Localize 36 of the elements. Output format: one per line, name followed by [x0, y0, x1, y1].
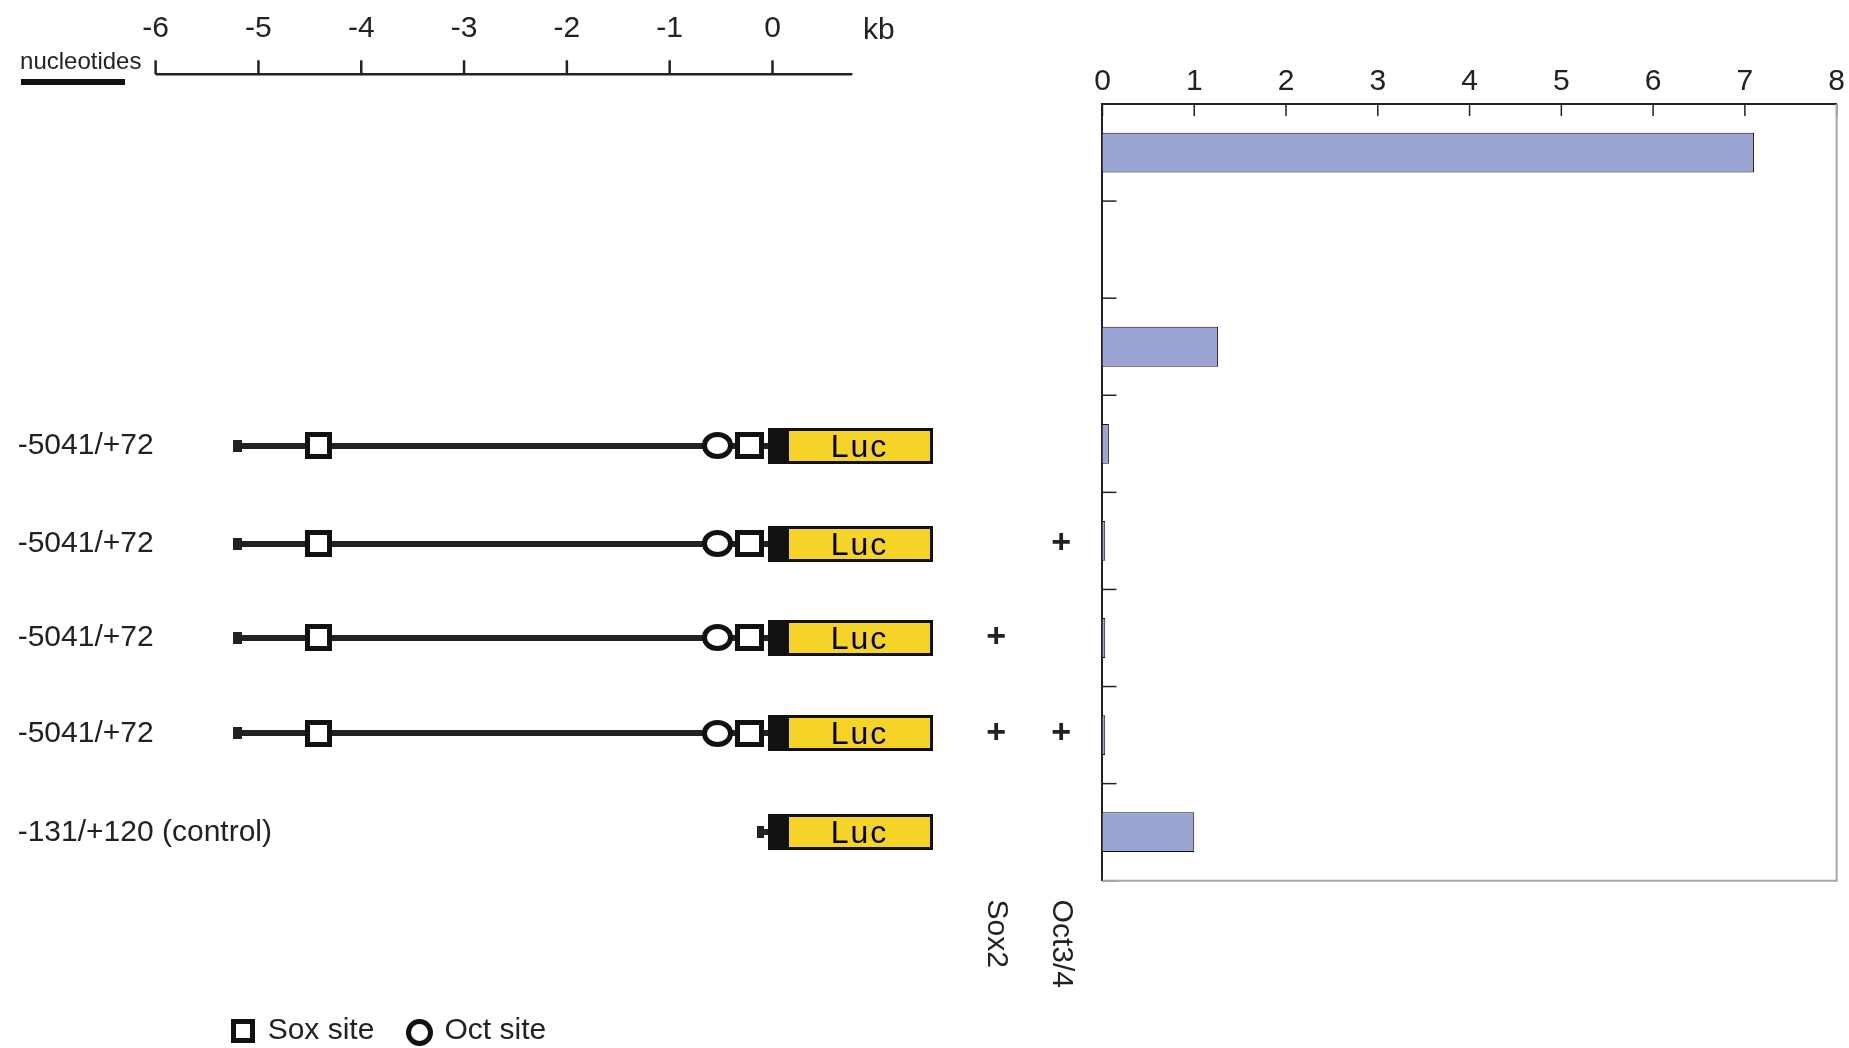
- text: nucleotides: [20, 47, 142, 75]
- promoter-construct-diagram: Luc: [233, 523, 934, 564]
- x-tick-label: 1: [1185, 63, 1203, 97]
- text: +: [986, 616, 1007, 655]
- text: Oct site: [444, 1011, 547, 1045]
- promoter-construct-diagram: Luc: [233, 617, 934, 658]
- text: -6: [142, 9, 169, 43]
- text: 0: [764, 9, 781, 43]
- text: -5041/+72: [17, 524, 154, 558]
- text: -3: [450, 9, 478, 43]
- text: -131/+120 (control): [17, 813, 272, 847]
- text: Sox2: [981, 899, 1015, 968]
- text: -5041/+72: [17, 619, 154, 653]
- x-tick-label: 5: [1552, 63, 1570, 97]
- promoter-construct-diagram: Luc: [756, 812, 934, 853]
- text: Sox site: [267, 1011, 375, 1045]
- x-tick-label: 3: [1369, 63, 1387, 97]
- text: +: [1051, 521, 1072, 560]
- text: +: [986, 711, 1007, 750]
- x-tick-label: 8: [1828, 63, 1845, 97]
- text: -5: [245, 9, 272, 43]
- promoter-construct-diagram: Luc: [233, 713, 934, 754]
- x-tick-label: 6: [1644, 63, 1662, 97]
- text: Oct3/4: [1046, 899, 1080, 988]
- text: -1: [656, 9, 684, 43]
- x-tick-label: 7: [1736, 63, 1754, 97]
- text: kb: [863, 11, 895, 45]
- text: -5041/+72: [17, 426, 154, 460]
- text: +: [1051, 711, 1072, 750]
- text: -5041/+72: [17, 714, 154, 748]
- text: -4: [347, 9, 375, 43]
- x-tick-label: 2: [1277, 63, 1295, 97]
- text: -2: [553, 9, 581, 43]
- x-tick-label: 0: [1094, 63, 1111, 97]
- x-tick-label: 4: [1461, 63, 1478, 97]
- promoter-construct-diagram: Luc: [233, 425, 934, 466]
